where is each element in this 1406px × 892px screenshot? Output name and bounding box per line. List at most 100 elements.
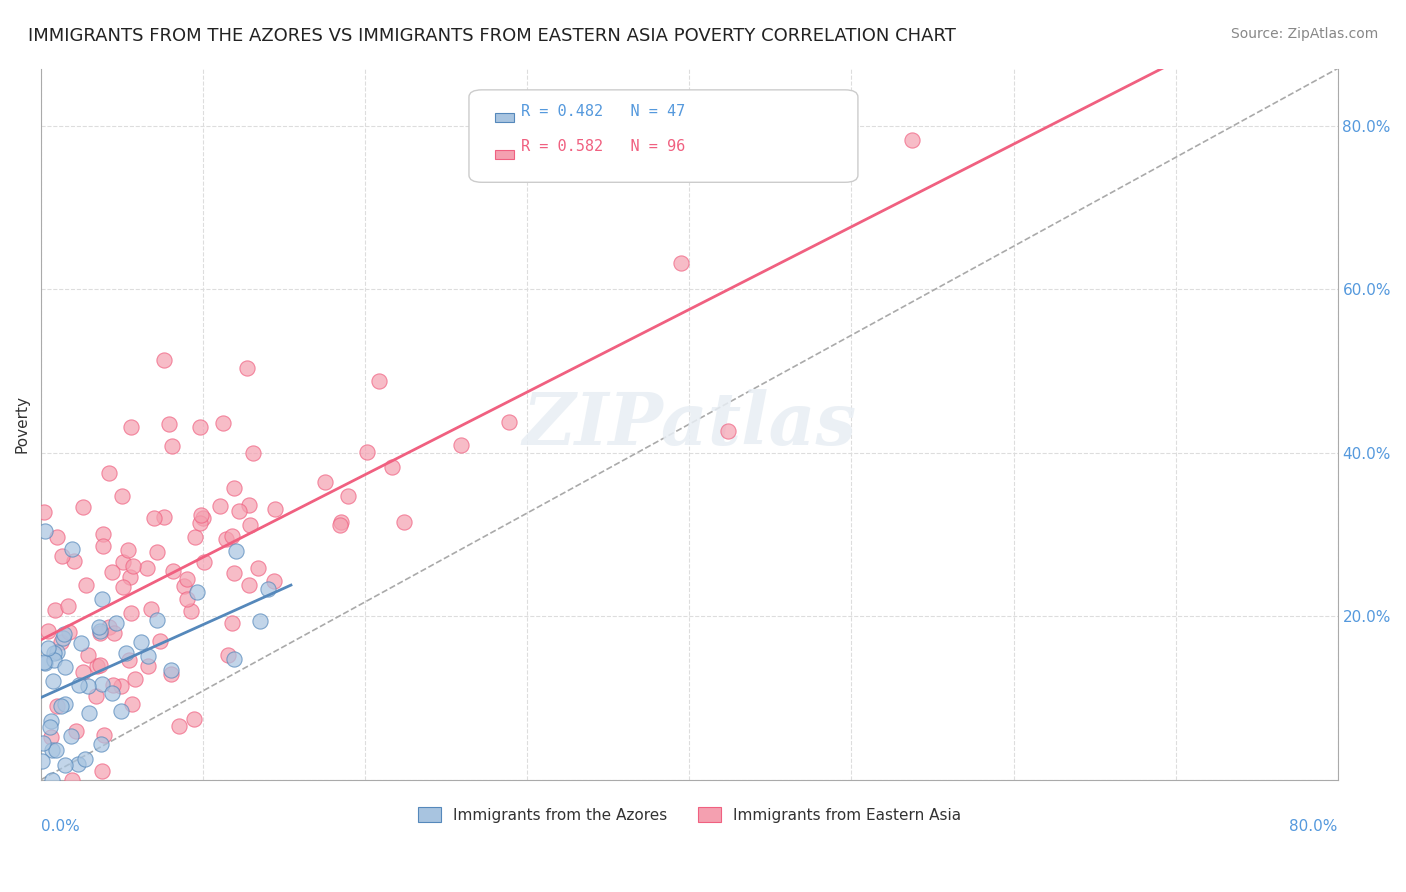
Point	[98, 466, 121, 480]
Point	[41, 772, 63, 787]
Point	[66, 756, 89, 771]
Point	[222, 482, 245, 496]
Text: Source: ZipAtlas.com: Source: ZipAtlas.com	[1230, 27, 1378, 41]
Point	[65, 723, 87, 738]
Text: 0.0%: 0.0%	[41, 819, 80, 834]
Text: R = 0.582   N = 96: R = 0.582 N = 96	[520, 139, 685, 154]
Point	[160, 663, 183, 677]
Point	[381, 459, 404, 474]
Point	[143, 511, 166, 525]
Point	[117, 543, 139, 558]
Point	[79, 706, 101, 720]
Point	[120, 606, 142, 620]
Point	[77, 679, 100, 693]
Point	[717, 424, 740, 438]
Point	[90, 764, 112, 779]
Point	[122, 559, 145, 574]
Point	[264, 501, 287, 516]
Point	[60, 541, 83, 556]
Point	[222, 652, 245, 666]
Point	[93, 728, 115, 742]
Point	[52, 631, 75, 645]
Text: IMMIGRANTS FROM THE AZORES VS IMMIGRANTS FROM EASTERN ASIA POVERTY CORRELATION C: IMMIGRANTS FROM THE AZORES VS IMMIGRANTS…	[28, 27, 956, 45]
Point	[671, 256, 693, 270]
Point	[112, 580, 135, 594]
Point	[103, 626, 125, 640]
Point	[39, 714, 62, 728]
Point	[112, 555, 135, 569]
Point	[117, 653, 139, 667]
Point	[120, 570, 142, 584]
Point	[56, 599, 79, 613]
Point	[329, 515, 352, 529]
Point	[239, 518, 262, 533]
Point	[221, 529, 243, 543]
Point	[86, 658, 108, 673]
Point	[180, 604, 202, 618]
Point	[193, 555, 215, 569]
Point	[75, 578, 97, 592]
Point	[173, 579, 195, 593]
Point	[225, 543, 247, 558]
Point	[58, 625, 80, 640]
Point	[238, 498, 260, 512]
Point	[190, 508, 212, 522]
Text: R = 0.482   N = 47: R = 0.482 N = 47	[520, 103, 685, 119]
Point	[121, 697, 143, 711]
Point	[90, 592, 112, 607]
Point	[89, 620, 111, 634]
Point	[209, 500, 232, 514]
Point	[336, 489, 359, 503]
Point	[60, 772, 83, 787]
Point	[72, 665, 94, 679]
Point	[124, 672, 146, 686]
Point	[136, 659, 159, 673]
Point	[89, 624, 111, 639]
Point	[52, 626, 75, 640]
Point	[44, 653, 66, 667]
Point	[91, 540, 114, 554]
Point	[110, 704, 132, 718]
Point	[32, 505, 55, 519]
Point	[39, 731, 62, 745]
Point	[217, 648, 239, 662]
Point	[149, 634, 172, 648]
Text: ZIPatlas: ZIPatlas	[522, 389, 856, 459]
Point	[75, 752, 97, 766]
Point	[72, 500, 94, 514]
Point	[32, 736, 55, 750]
Point	[238, 578, 260, 592]
Point	[146, 544, 169, 558]
Point	[160, 667, 183, 681]
Point	[34, 524, 56, 538]
Point	[160, 439, 183, 453]
Point	[188, 516, 211, 531]
Point	[136, 561, 159, 575]
Point	[224, 566, 246, 580]
FancyBboxPatch shape	[495, 150, 515, 159]
Point	[498, 415, 520, 429]
Point	[329, 518, 352, 533]
Point	[215, 533, 238, 547]
Point	[314, 475, 336, 489]
Point	[101, 566, 124, 580]
Point	[236, 360, 259, 375]
Point	[257, 582, 280, 597]
Point	[45, 530, 67, 544]
Point	[37, 624, 59, 639]
Point	[62, 554, 84, 568]
Point	[110, 679, 132, 693]
Point	[90, 738, 112, 752]
Point	[176, 572, 198, 586]
Point	[167, 719, 190, 733]
Point	[37, 641, 59, 656]
Point	[141, 602, 163, 616]
FancyBboxPatch shape	[470, 90, 858, 182]
Point	[98, 620, 121, 634]
Point	[46, 699, 69, 714]
Point	[228, 504, 250, 518]
Point	[153, 353, 176, 368]
Text: 80.0%: 80.0%	[1289, 819, 1337, 834]
Point	[91, 677, 114, 691]
Point	[212, 416, 235, 430]
